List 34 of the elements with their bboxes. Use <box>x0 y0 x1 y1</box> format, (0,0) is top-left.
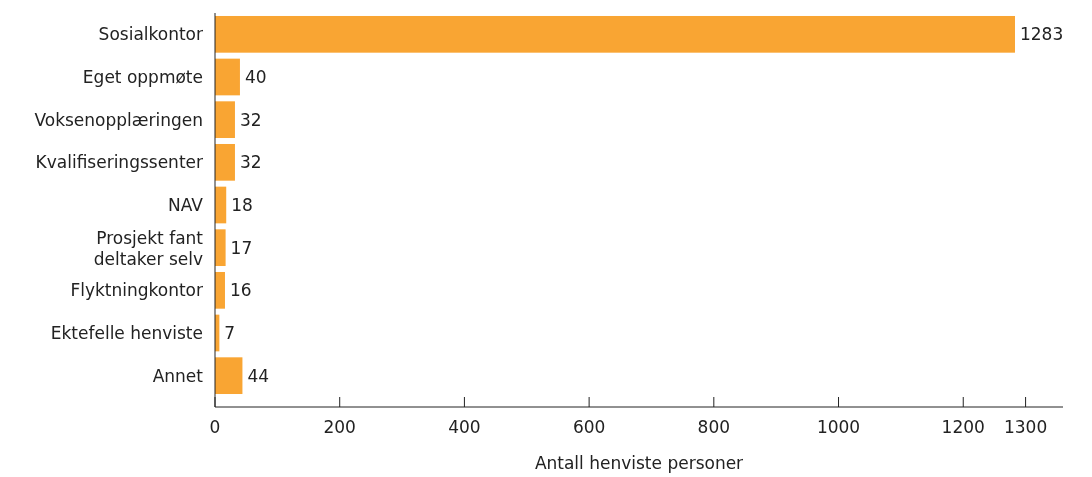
y-tick-label: Sosialkontor <box>98 24 203 45</box>
x-tick-label: 800 <box>697 417 731 437</box>
data-label: 32 <box>239 109 262 130</box>
bar <box>215 15 1015 53</box>
data-label: 40 <box>244 67 267 87</box>
data-label: 16 <box>229 280 252 301</box>
x-tick-label: 1200 <box>941 417 985 437</box>
y-tick-label: NAV <box>168 195 204 215</box>
y-tick-label: Eget oppmøte <box>82 67 203 87</box>
y-tick-label: Annet <box>152 365 204 386</box>
bar <box>215 271 225 309</box>
y-tick-label: Flyktningkontor <box>70 280 204 301</box>
bar <box>215 229 226 267</box>
data-label: 7 <box>224 323 236 343</box>
data-label: 32 <box>239 152 262 173</box>
x-tick-label: 1300 <box>1003 417 1048 437</box>
data-label: 44 <box>247 365 270 386</box>
bar <box>215 101 235 139</box>
bar <box>215 58 240 96</box>
data-label: 1283 <box>1019 24 1064 45</box>
x-tick-label: 400 <box>448 417 481 437</box>
x-tick-label: 0 <box>209 417 221 437</box>
bar <box>215 357 243 395</box>
y-tick-label: Voksenopplæringen <box>34 109 203 130</box>
y-tick-label: Ektefelle henviste <box>50 323 203 343</box>
x-tick-label: 200 <box>323 417 356 437</box>
data-label: 17 <box>230 237 253 258</box>
x-axis-title: Antall henviste personer <box>534 453 744 473</box>
data-label: 18 <box>231 195 253 215</box>
y-tick-label: Kvalifiseringssenter <box>35 152 204 173</box>
y-tick-label: Prosjekt fant deltaker selv <box>93 227 204 269</box>
bar <box>215 143 235 181</box>
x-tick-label: 600 <box>572 417 606 437</box>
x-tick-label: 1000 <box>816 417 861 437</box>
